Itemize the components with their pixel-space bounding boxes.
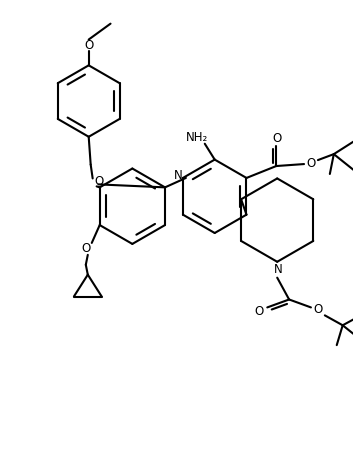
Text: O: O (255, 305, 264, 318)
Text: O: O (94, 175, 103, 188)
Text: O: O (84, 39, 93, 52)
Text: O: O (313, 303, 322, 316)
Text: N: N (274, 263, 282, 276)
Text: O: O (306, 157, 316, 169)
Text: N: N (173, 169, 182, 183)
Text: O: O (273, 132, 282, 145)
Text: NH₂: NH₂ (186, 131, 208, 144)
Text: O: O (81, 242, 90, 256)
